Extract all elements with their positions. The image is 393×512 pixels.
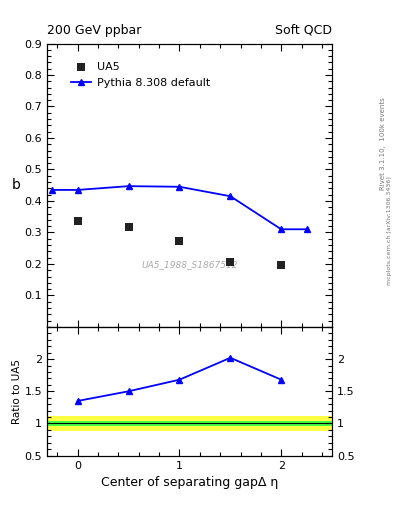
Pythia 8.308 default	[126, 183, 131, 189]
Text: Rivet 3.1.10,  100k events: Rivet 3.1.10, 100k events	[380, 97, 386, 190]
UA5	[176, 237, 183, 245]
Text: mcplots.cern.ch [arXiv:1306.3436]: mcplots.cern.ch [arXiv:1306.3436]	[387, 176, 391, 285]
UA5	[125, 223, 132, 231]
UA5	[278, 261, 285, 269]
Y-axis label: b: b	[12, 178, 21, 192]
Pythia 8.308 default	[228, 193, 233, 199]
Pythia 8.308 default	[279, 226, 284, 232]
UA5	[227, 258, 233, 266]
Pythia 8.308 default	[50, 187, 55, 193]
Y-axis label: Ratio to UA5: Ratio to UA5	[12, 359, 22, 424]
Line: Pythia 8.308 default: Pythia 8.308 default	[49, 183, 310, 233]
Pythia 8.308 default	[304, 226, 309, 232]
Text: Soft QCD: Soft QCD	[275, 24, 332, 37]
X-axis label: Center of separating gapΔ η: Center of separating gapΔ η	[101, 476, 278, 489]
Pythia 8.308 default	[75, 187, 80, 193]
Legend: UA5, Pythia 8.308 default: UA5, Pythia 8.308 default	[67, 57, 215, 92]
UA5	[75, 217, 81, 225]
Text: 200 GeV ppbar: 200 GeV ppbar	[47, 24, 141, 37]
Pythia 8.308 default	[177, 184, 182, 190]
Text: UA5_1988_S1867512: UA5_1988_S1867512	[141, 260, 238, 269]
